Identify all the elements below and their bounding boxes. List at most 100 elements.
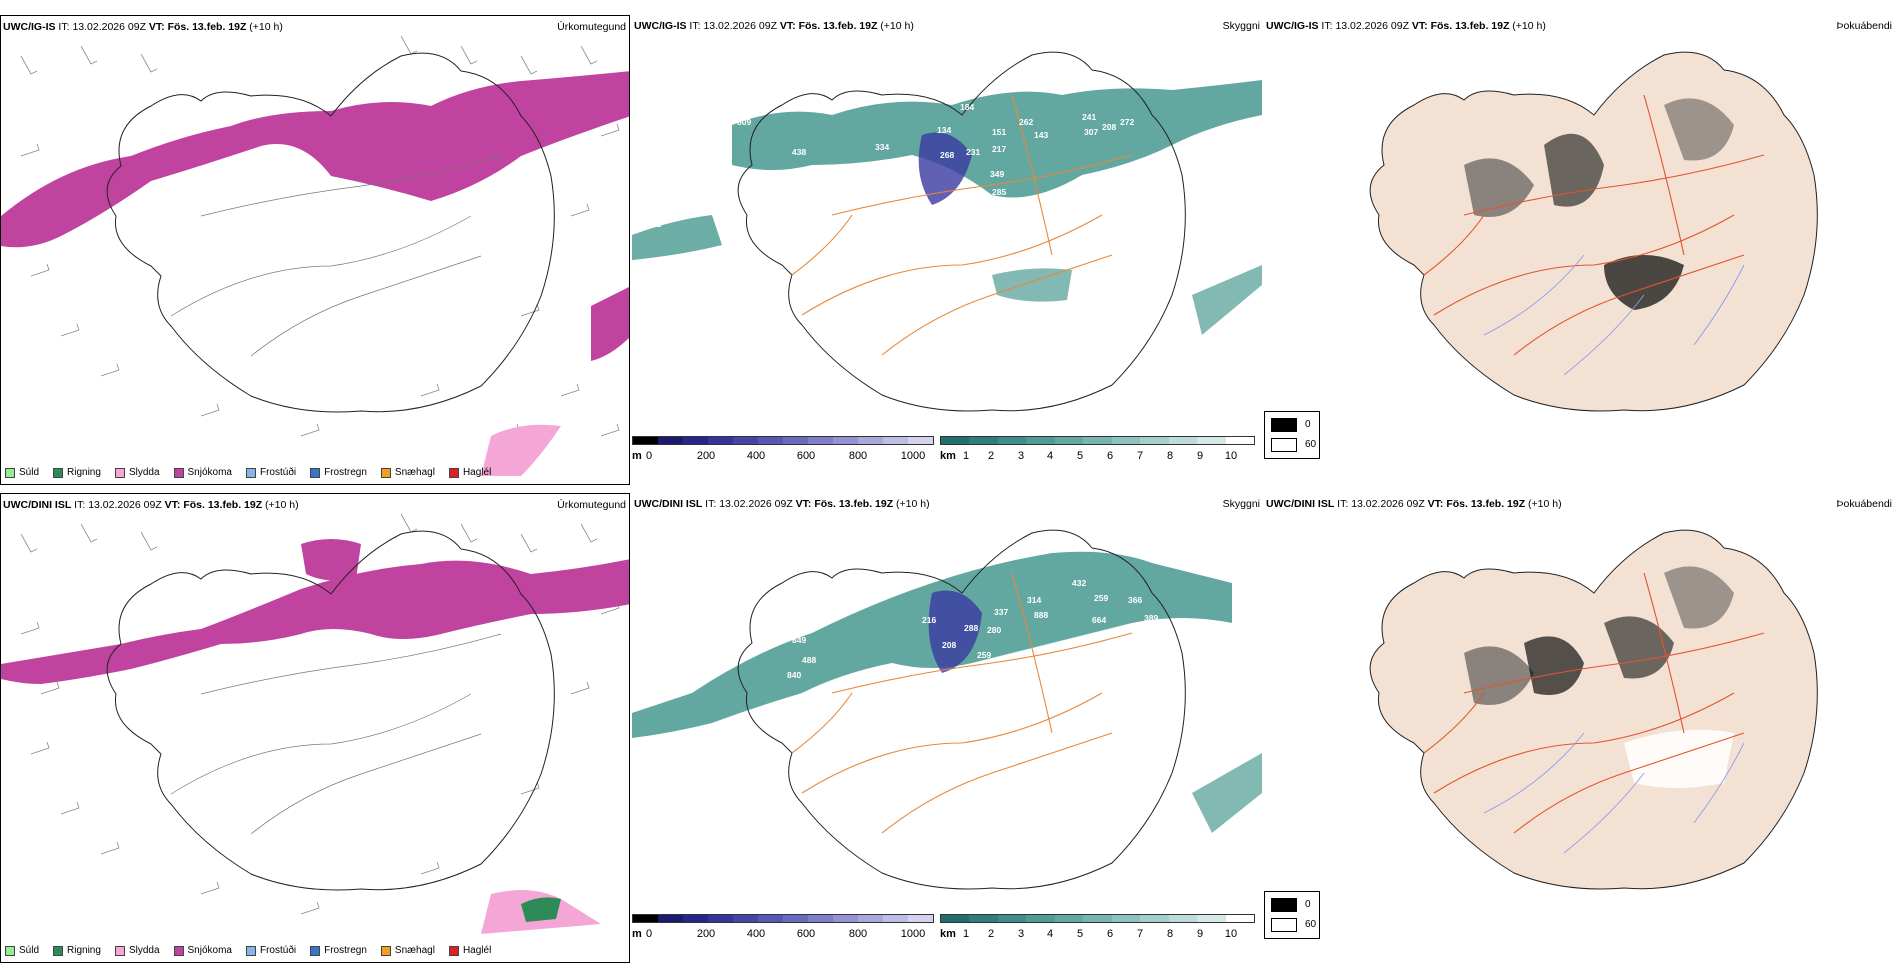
cloud-label: 134 bbox=[937, 125, 951, 135]
cloud-label: 282 bbox=[844, 167, 858, 177]
legend-swatch bbox=[173, 945, 184, 956]
fog-legend-swatch-dark bbox=[1271, 418, 1297, 432]
legend-item: Frostregn bbox=[310, 945, 367, 956]
precip-legend: Súld Rigning Slydda Snjókoma Frostúði Fr… bbox=[5, 467, 491, 478]
legend-item: Snjókoma bbox=[173, 945, 232, 956]
row2-header-fog: UWC/DINI ISL IT: 13.02.2026 09Z VT: Fös.… bbox=[1266, 498, 1562, 510]
visibility-tick: 10 bbox=[1224, 928, 1238, 940]
visibility-tick: 10 bbox=[1224, 450, 1238, 462]
visibility-tick: 2 bbox=[987, 450, 995, 462]
legend-swatch bbox=[380, 945, 391, 956]
fog-title: Þokuábendi bbox=[1836, 498, 1892, 510]
legend-item: Slydda bbox=[114, 945, 160, 956]
cloud-label: 438 bbox=[792, 147, 806, 157]
fog-legend-top: 0 bbox=[1305, 899, 1311, 910]
cloud-base-labels: 809 438 273 697 282 334 184 134 268 231 … bbox=[647, 102, 1134, 229]
cloudbase-tick: 0 bbox=[645, 928, 653, 940]
row2-header-cloud: UWC/DINI ISL IT: 13.02.2026 09Z VT: Fös.… bbox=[634, 498, 930, 510]
rivers bbox=[1483, 254, 1745, 376]
cloud-label: 307 bbox=[1084, 127, 1098, 137]
cloud-label: 334 bbox=[875, 142, 889, 152]
legend-swatch bbox=[310, 467, 321, 478]
row1-header-cloud: UWC/IG-IS IT: 13.02.2026 09Z VT: Fös. 13… bbox=[634, 20, 914, 32]
cloudbase-tick: 400 bbox=[746, 928, 766, 940]
legend-item: Snjókoma bbox=[173, 467, 232, 478]
cloud-label: 280 bbox=[987, 625, 1001, 635]
iceland-outline bbox=[737, 529, 1186, 890]
cloudbase-tick: 400 bbox=[746, 450, 766, 462]
cloudbase-tick: 1000 bbox=[900, 928, 926, 940]
cloud-label: 143 bbox=[1034, 130, 1048, 140]
precip-map-row2 bbox=[1, 513, 629, 934]
roads bbox=[791, 572, 1133, 834]
cloud-label: 208 bbox=[1102, 122, 1116, 132]
cloud-label: 217 bbox=[992, 144, 1006, 154]
fog-legend-top: 0 bbox=[1305, 419, 1311, 430]
cloudbase-colorbar bbox=[632, 914, 934, 923]
visibility-tick: 4 bbox=[1046, 450, 1054, 462]
cloud-label: 840 bbox=[787, 670, 801, 680]
legend-item: Haglél bbox=[448, 467, 491, 478]
cloud-label: 151 bbox=[992, 127, 1006, 137]
fog-legend-swatch-light bbox=[1271, 918, 1297, 932]
wind-barbs bbox=[20, 513, 620, 915]
fog-legend-swatch-dark bbox=[1271, 898, 1297, 912]
legend-swatch bbox=[380, 467, 391, 478]
legend-item: Frostúði bbox=[245, 467, 296, 478]
visibility-tick: 4 bbox=[1046, 928, 1054, 940]
legend-swatch bbox=[114, 945, 125, 956]
legend-item: Súld bbox=[5, 467, 39, 478]
cloud-label: 285 bbox=[992, 187, 1006, 197]
cloud-label: 259 bbox=[977, 650, 991, 660]
cloud-map-row2: 849 488 840 208 288 280 259 337 314 888 … bbox=[632, 529, 1262, 890]
iceland-outline bbox=[106, 52, 555, 413]
cloud-title: Skyggni bbox=[1222, 20, 1260, 32]
cloud-label: 241 bbox=[1082, 112, 1096, 122]
legend-item: Rigning bbox=[53, 467, 101, 478]
cloud-label: 337 bbox=[994, 607, 1008, 617]
visibility-tick: 2 bbox=[987, 928, 995, 940]
cloud-map-row1: 809 438 273 697 282 334 184 134 268 231 … bbox=[632, 51, 1262, 412]
fog-legend-bottom: 60 bbox=[1305, 919, 1317, 930]
visibility-tick: 8 bbox=[1166, 450, 1174, 462]
legend-item: Rigning bbox=[53, 945, 101, 956]
cloudbase-colorbar bbox=[632, 436, 934, 445]
legend-item: Frostúði bbox=[245, 945, 296, 956]
row2-header: UWC/DINI ISL IT: 13.02.2026 09Z VT: Fös.… bbox=[3, 499, 299, 511]
cloud-label: 262 bbox=[1019, 117, 1033, 127]
cloud-label: 697 bbox=[790, 197, 804, 207]
legend-swatch bbox=[245, 945, 256, 956]
legend-item: Snæhagl bbox=[380, 945, 435, 956]
cloudbase-unit: m bbox=[632, 450, 642, 462]
cloud-label: 141 bbox=[944, 710, 958, 720]
cloudbase-tick: 0 bbox=[645, 450, 653, 462]
visibility-tick: 6 bbox=[1106, 450, 1114, 462]
cloud-label: 231 bbox=[966, 147, 980, 157]
legend-item: Slydda bbox=[114, 467, 160, 478]
precip-type-panel-row2: UWC/DINI ISL IT: 13.02.2026 09Z VT: Fös.… bbox=[0, 493, 630, 963]
roads bbox=[170, 155, 502, 357]
fog-panel-row2: UWC/DINI ISL IT: 13.02.2026 09Z VT: Fös.… bbox=[1264, 493, 1894, 963]
precip-title: Úrkomutegund bbox=[557, 21, 626, 33]
precip-legend: Súld Rigning Slydda Snjókoma Frostúði Fr… bbox=[5, 945, 491, 956]
fog-title: Þokuábendi bbox=[1836, 20, 1892, 32]
cloud-label: 802 bbox=[647, 219, 661, 229]
roads bbox=[1423, 94, 1765, 356]
fog-map-row1 bbox=[1369, 51, 1818, 412]
legend-swatch bbox=[310, 945, 321, 956]
visibility-tick: 9 bbox=[1196, 928, 1204, 940]
cloud-visibility-panel-row1: 809 438 273 697 282 334 184 134 268 231 … bbox=[632, 15, 1262, 485]
cloud-base-labels: 849 488 840 208 288 280 259 337 314 888 … bbox=[787, 578, 1251, 720]
fog-legend-row1: 0 60 bbox=[1264, 411, 1320, 459]
legend-swatch bbox=[5, 467, 15, 478]
cloud-label: 888 bbox=[1034, 610, 1048, 620]
visibility-colorbar bbox=[940, 914, 1255, 923]
cloudbase-tick: 600 bbox=[796, 450, 816, 462]
fog-legend-swatch-light bbox=[1271, 438, 1297, 452]
legend-swatch bbox=[245, 467, 256, 478]
legend-swatch bbox=[53, 945, 64, 956]
roads bbox=[1423, 572, 1765, 834]
iceland-outline bbox=[737, 51, 1186, 412]
iceland-outline bbox=[106, 530, 555, 891]
legend-swatch bbox=[173, 467, 184, 478]
